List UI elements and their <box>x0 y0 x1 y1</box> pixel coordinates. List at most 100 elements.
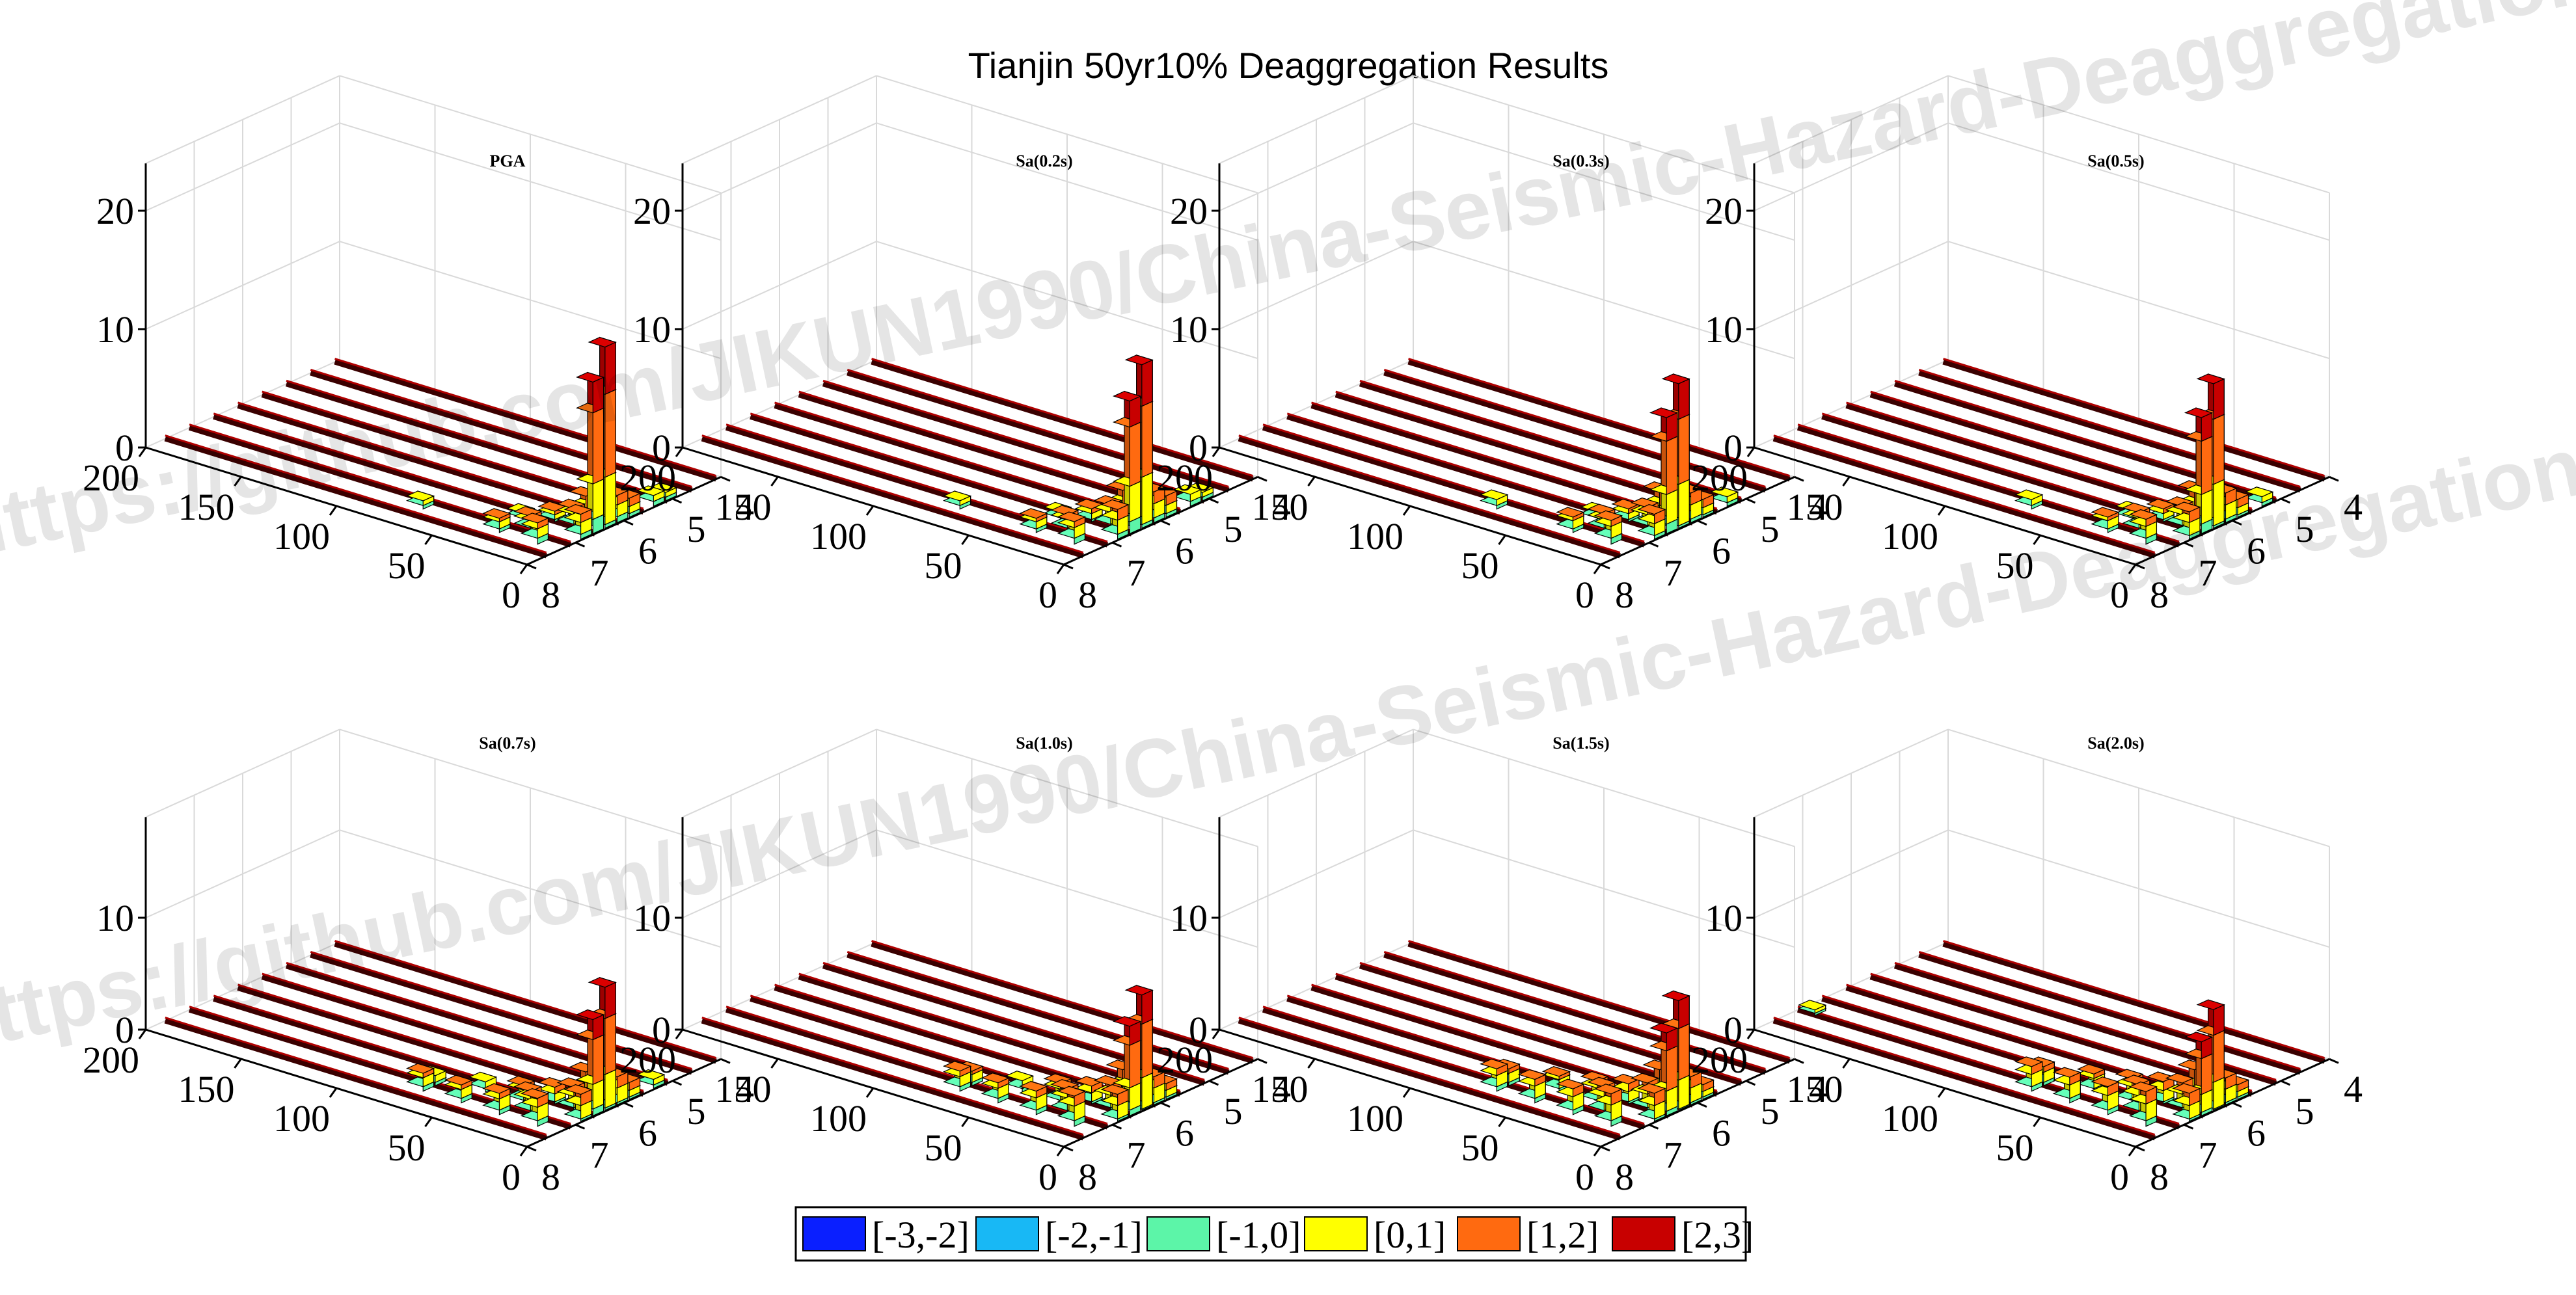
bar <box>1556 507 1585 533</box>
zero-bin-row <box>847 952 1230 1075</box>
bar <box>1057 511 1087 545</box>
magnitude-tick-label: 4 <box>1272 486 1291 528</box>
tick-mark <box>1593 1146 1602 1156</box>
grid-line <box>1219 122 1414 211</box>
bar <box>537 1076 567 1105</box>
bar <box>520 1088 550 1127</box>
bar-segment-top <box>1173 484 1202 495</box>
legend: [-3,-2] [-2,-1] [-1,0] [0,1] [1,2] [2,3] <box>794 1206 1754 1262</box>
distance-tick-label: 100 <box>1882 1097 1938 1140</box>
subplot-title: Sa(1.0s) <box>1016 734 1072 753</box>
bar-segment-top <box>2091 507 2120 518</box>
bar <box>942 490 972 510</box>
zero-bin-row <box>1238 436 1621 559</box>
magnitude-tick-label: 5 <box>2296 1090 2314 1132</box>
tick-mark <box>671 498 683 504</box>
zero-bin-row <box>1942 359 2325 482</box>
zero-bin-row <box>310 950 692 1070</box>
grid-line <box>145 241 340 330</box>
tick-mark <box>575 541 586 548</box>
tick-mark <box>2232 520 2242 526</box>
z-tick-label: 10 <box>96 308 134 351</box>
legend-box <box>794 1206 1747 1262</box>
bar-segment-top <box>1112 390 1142 402</box>
bar-segment-top <box>575 371 605 383</box>
distance-tick-label: 50 <box>925 1127 962 1169</box>
bar-segment <box>1678 414 1690 485</box>
bar-segment <box>1678 1023 1690 1081</box>
zero-bin-row <box>725 423 1108 543</box>
z-tick-label: 20 <box>96 190 134 232</box>
bar-segment-top <box>1100 499 1130 511</box>
grid-line <box>1754 122 1949 211</box>
magnitude-tick-label: 7 <box>1127 552 1146 594</box>
grid-line <box>145 75 340 165</box>
bar-segment <box>2213 1076 2225 1110</box>
tick-mark <box>2135 1145 2145 1152</box>
subplot-title: Sa(2.0s) <box>2087 734 2144 753</box>
bar-segment <box>1678 479 1690 527</box>
bar <box>2184 407 2214 535</box>
bar <box>563 1084 593 1122</box>
tick-mark <box>770 476 779 487</box>
bar-segment-top <box>942 490 972 501</box>
zero-bin-row <box>847 950 1229 1070</box>
tick-mark <box>623 520 634 526</box>
grid-line <box>339 75 722 194</box>
z-tick-label: 0 <box>115 427 134 469</box>
bar <box>2052 1067 2081 1104</box>
figure-title: Tianjin 50yr10% Deaggregation Results <box>968 45 1609 86</box>
bar-segment <box>1129 1039 1141 1089</box>
distance-tick-label: 150 <box>715 486 772 528</box>
bar-segment-top <box>2172 501 2201 513</box>
bar <box>1074 498 1104 523</box>
bar-segment <box>1678 378 1690 420</box>
tick-mark <box>1937 1088 1946 1098</box>
zero-bin-row <box>1870 972 2253 1092</box>
tick-mark <box>1307 476 1316 487</box>
tick-mark <box>961 1117 969 1127</box>
legend-label: [2,3] <box>1681 1214 1754 1256</box>
subplot-title: Sa(0.7s) <box>479 734 536 753</box>
magnitude-tick-label: 4 <box>1809 486 1828 528</box>
zero-bin-row <box>1383 950 1766 1070</box>
magnitude-tick-label: 7 <box>1664 1134 1683 1176</box>
bar-segment-top <box>1100 1084 1130 1095</box>
magnitude-tick-label: 5 <box>1761 508 1780 550</box>
bar-segment-top <box>1005 1071 1035 1082</box>
bar-segment-top <box>2196 373 2225 384</box>
tick-mark <box>1648 541 1659 548</box>
bar-segment-top <box>2165 1073 2194 1084</box>
tick-mark <box>1745 1080 1756 1086</box>
z-tick-label: 0 <box>1724 1009 1742 1051</box>
bar-segment-top <box>2196 999 2225 1010</box>
bar <box>1649 407 1679 535</box>
tick-mark <box>234 476 242 487</box>
magnitude-tick-label: 7 <box>590 552 609 594</box>
zero-bin-row <box>165 434 547 554</box>
bar-segment-top <box>636 1069 666 1080</box>
zero-bin-row <box>1407 941 1791 1064</box>
zero-bin-row <box>310 370 693 493</box>
tick-mark <box>1063 1145 1074 1152</box>
magnitude-tick-label: 6 <box>1712 1112 1731 1155</box>
grid-line <box>1947 728 2330 848</box>
grid-line <box>145 728 340 818</box>
legend-swatch <box>1612 1216 1675 1251</box>
z-tick-label: 10 <box>633 308 671 351</box>
bar <box>1112 390 1142 535</box>
bar-segment <box>1141 1072 1153 1110</box>
tick-mark <box>329 1088 338 1098</box>
zero-bin-row <box>798 392 1181 514</box>
bar-segment-top <box>2076 1063 2106 1075</box>
z-tick-label: 10 <box>633 897 671 939</box>
distance-tick-label: 200 <box>619 1039 676 1081</box>
bar <box>1100 499 1130 540</box>
grid-line <box>1413 829 1795 948</box>
distance-tick-label: 0 <box>1575 574 1594 616</box>
legend-label: [-2,-1] <box>1045 1214 1143 1256</box>
